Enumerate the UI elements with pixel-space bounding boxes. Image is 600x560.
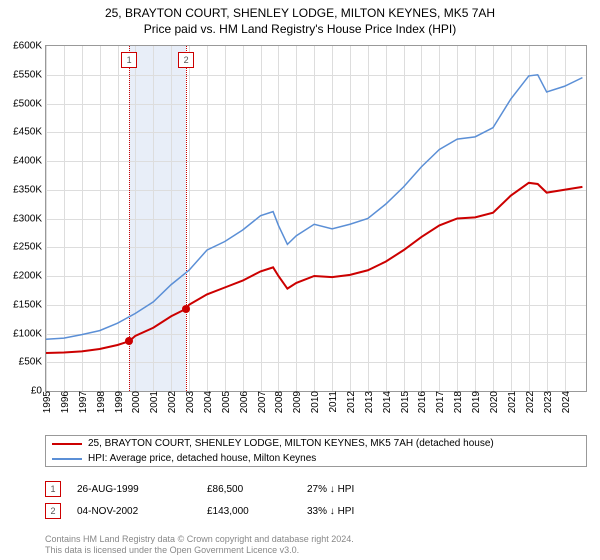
y-tick-label: £500K bbox=[13, 98, 42, 109]
sale-hpi: 27% ↓ HPI bbox=[307, 484, 407, 495]
chart-plot-area: £0£50K£100K£150K£200K£250K£300K£350K£400… bbox=[45, 45, 587, 392]
sale-row: 2 04-NOV-2002 £143,000 33% ↓ HPI bbox=[45, 500, 585, 522]
x-tick-label: 2016 bbox=[417, 391, 428, 413]
x-tick-label: 1997 bbox=[78, 391, 89, 413]
title-line-1: 25, BRAYTON COURT, SHENLEY LODGE, MILTON… bbox=[0, 6, 600, 22]
y-tick-label: £550K bbox=[13, 69, 42, 80]
x-tick-label: 2000 bbox=[131, 391, 142, 413]
x-tick-label: 1998 bbox=[96, 391, 107, 413]
y-tick-label: £50K bbox=[19, 357, 42, 368]
sale-date: 04-NOV-2002 bbox=[77, 506, 207, 517]
y-tick-label: £0 bbox=[31, 386, 42, 397]
x-tick-label: 2001 bbox=[149, 391, 160, 413]
sale-marker-box: 2 bbox=[45, 503, 61, 519]
y-tick-label: £300K bbox=[13, 213, 42, 224]
y-tick-label: £250K bbox=[13, 242, 42, 253]
x-tick-label: 2020 bbox=[489, 391, 500, 413]
sales-table: 1 26-AUG-1999 £86,500 27% ↓ HPI 2 04-NOV… bbox=[45, 478, 585, 522]
x-tick-label: 2010 bbox=[310, 391, 321, 413]
legend-label: 25, BRAYTON COURT, SHENLEY LODGE, MILTON… bbox=[88, 438, 494, 449]
series-hpi bbox=[46, 75, 582, 340]
x-tick-label: 2022 bbox=[525, 391, 536, 413]
x-tick-label: 1996 bbox=[60, 391, 71, 413]
legend: 25, BRAYTON COURT, SHENLEY LODGE, MILTON… bbox=[45, 435, 587, 467]
title-line-2: Price paid vs. HM Land Registry's House … bbox=[0, 22, 600, 38]
x-tick-label: 2009 bbox=[292, 391, 303, 413]
x-tick-label: 2004 bbox=[203, 391, 214, 413]
y-tick-label: £450K bbox=[13, 127, 42, 138]
legend-label: HPI: Average price, detached house, Milt… bbox=[88, 453, 316, 464]
x-tick-label: 2019 bbox=[471, 391, 482, 413]
y-tick-label: £150K bbox=[13, 299, 42, 310]
sale-row: 1 26-AUG-1999 £86,500 27% ↓ HPI bbox=[45, 478, 585, 500]
x-tick-label: 2013 bbox=[364, 391, 375, 413]
x-tick-label: 2006 bbox=[239, 391, 250, 413]
sale-marker-box: 1 bbox=[45, 481, 61, 497]
y-tick-label: £200K bbox=[13, 271, 42, 282]
sale-hpi: 33% ↓ HPI bbox=[307, 506, 407, 517]
sale-price: £86,500 bbox=[207, 484, 307, 495]
footer: Contains HM Land Registry data © Crown c… bbox=[45, 534, 354, 557]
sale-price: £143,000 bbox=[207, 506, 307, 517]
y-tick-label: £600K bbox=[13, 41, 42, 52]
x-tick-label: 2012 bbox=[346, 391, 357, 413]
x-tick-label: 2024 bbox=[561, 391, 572, 413]
footer-line-1: Contains HM Land Registry data © Crown c… bbox=[45, 534, 354, 545]
x-tick-label: 2023 bbox=[543, 391, 554, 413]
legend-item: HPI: Average price, detached house, Milt… bbox=[46, 451, 586, 466]
x-tick-label: 2007 bbox=[257, 391, 268, 413]
footer-line-2: This data is licensed under the Open Gov… bbox=[45, 545, 354, 556]
legend-swatch bbox=[52, 443, 82, 445]
x-tick-label: 1995 bbox=[42, 391, 53, 413]
x-tick-label: 1999 bbox=[114, 391, 125, 413]
x-tick-label: 2008 bbox=[274, 391, 285, 413]
sale-date: 26-AUG-1999 bbox=[77, 484, 207, 495]
x-tick-label: 2018 bbox=[453, 391, 464, 413]
x-tick-label: 2011 bbox=[328, 391, 339, 413]
legend-item: 25, BRAYTON COURT, SHENLEY LODGE, MILTON… bbox=[46, 436, 586, 451]
x-tick-label: 2002 bbox=[167, 391, 178, 413]
chart-title: 25, BRAYTON COURT, SHENLEY LODGE, MILTON… bbox=[0, 0, 600, 37]
chart-lines bbox=[46, 46, 586, 391]
y-tick-label: £100K bbox=[13, 328, 42, 339]
x-tick-label: 2005 bbox=[221, 391, 232, 413]
chart-container: 25, BRAYTON COURT, SHENLEY LODGE, MILTON… bbox=[0, 0, 600, 560]
y-tick-label: £400K bbox=[13, 156, 42, 167]
x-tick-label: 2017 bbox=[435, 391, 446, 413]
series-price_paid bbox=[46, 183, 582, 353]
x-tick-label: 2003 bbox=[185, 391, 196, 413]
x-tick-label: 2015 bbox=[400, 391, 411, 413]
x-tick-label: 2021 bbox=[507, 391, 518, 413]
x-tick-label: 2014 bbox=[382, 391, 393, 413]
y-tick-label: £350K bbox=[13, 184, 42, 195]
legend-swatch bbox=[52, 458, 82, 460]
